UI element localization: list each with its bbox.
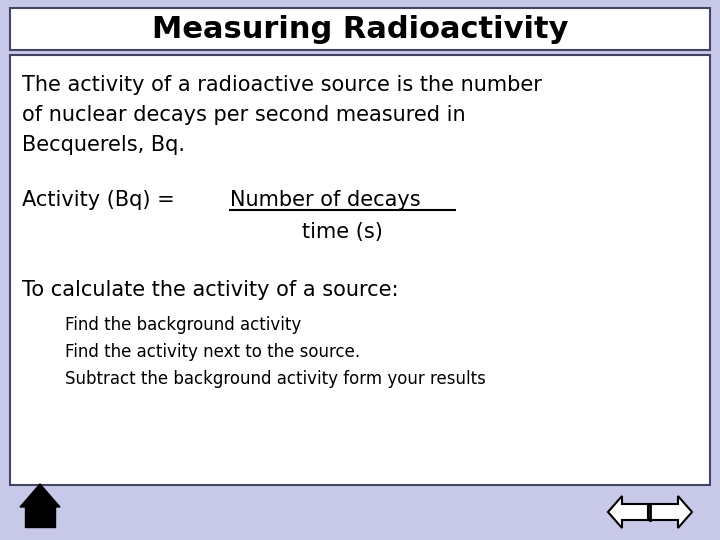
Text: Subtract the background activity form your results: Subtract the background activity form yo… xyxy=(65,370,486,388)
Text: time (s): time (s) xyxy=(302,222,382,242)
Text: of nuclear decays per second measured in: of nuclear decays per second measured in xyxy=(22,105,466,125)
Text: Find the activity next to the source.: Find the activity next to the source. xyxy=(65,343,360,361)
Polygon shape xyxy=(20,484,60,507)
FancyBboxPatch shape xyxy=(25,505,55,527)
Polygon shape xyxy=(608,496,652,528)
Polygon shape xyxy=(648,496,692,528)
Text: Number of decays: Number of decays xyxy=(230,190,420,210)
Text: Activity (Bq) =: Activity (Bq) = xyxy=(22,190,181,210)
Text: To calculate the activity of a source:: To calculate the activity of a source: xyxy=(22,280,398,300)
FancyBboxPatch shape xyxy=(10,8,710,50)
FancyBboxPatch shape xyxy=(10,55,710,485)
Text: Measuring Radioactivity: Measuring Radioactivity xyxy=(152,15,568,44)
Text: The activity of a radioactive source is the number: The activity of a radioactive source is … xyxy=(22,75,542,95)
Text: Becquerels, Bq.: Becquerels, Bq. xyxy=(22,135,185,155)
Text: Find the background activity: Find the background activity xyxy=(65,316,301,334)
